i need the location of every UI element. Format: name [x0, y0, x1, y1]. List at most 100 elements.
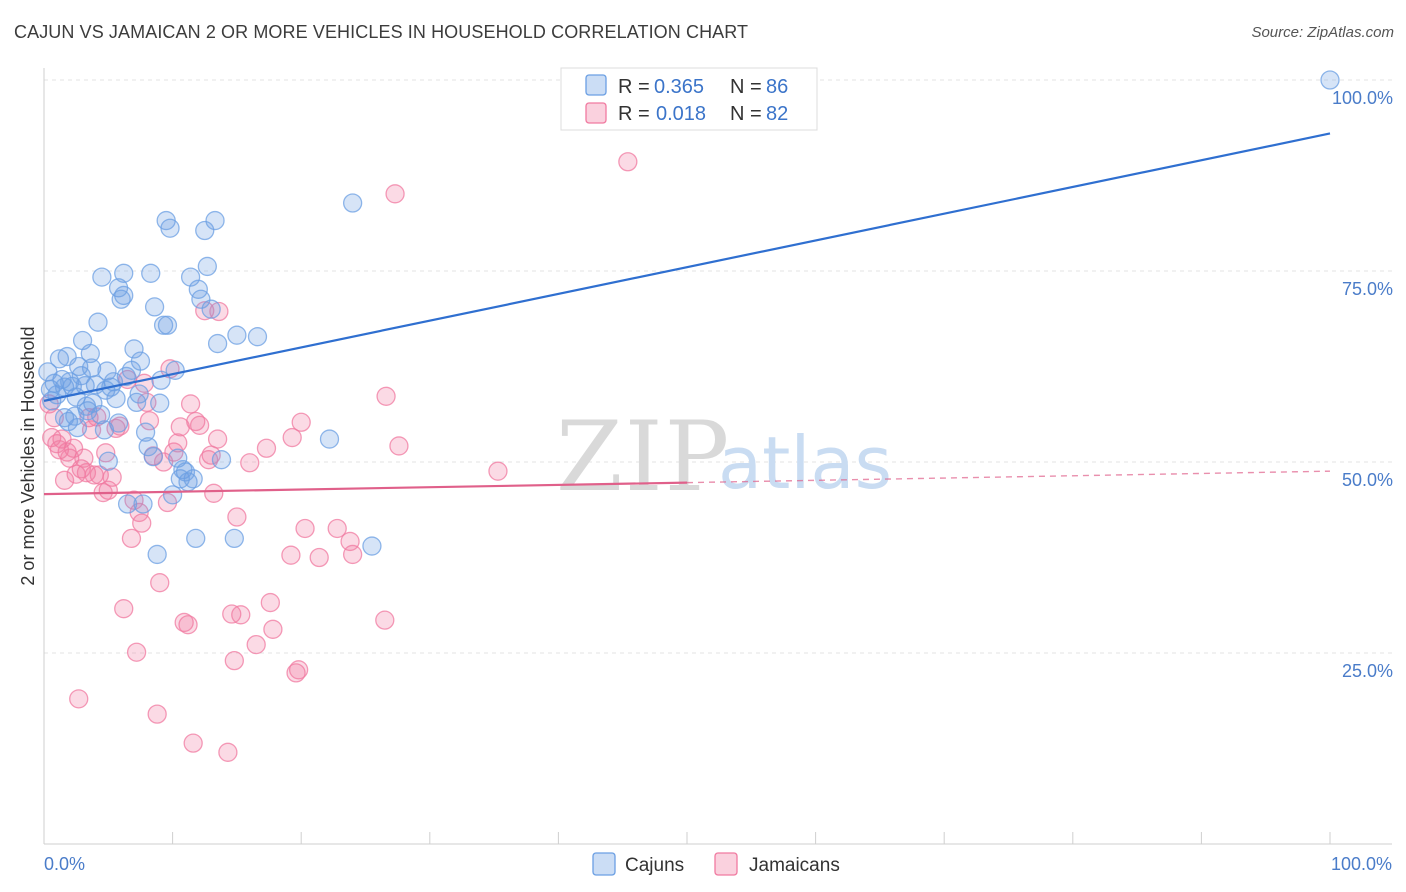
jamaican-trend-line: [43, 481, 688, 496]
cajun-point: [116, 366, 136, 387]
legend-swatch-cajuns: [585, 74, 607, 96]
jamaican-point: [132, 513, 152, 533]
jamaican-point: [295, 518, 315, 539]
cajun-point: [157, 315, 178, 335]
cajun-point: [133, 494, 153, 514]
cajun-point: [247, 327, 268, 347]
cajun-point: [90, 404, 111, 425]
jamaican-point: [342, 544, 363, 565]
watermark-atlas: atlas: [718, 421, 892, 505]
jamaican-point: [282, 427, 302, 448]
cajun-point: [224, 528, 244, 549]
jamaican-point: [231, 605, 251, 625]
jamaican-point: [376, 386, 396, 406]
jamaican-point: [256, 438, 277, 458]
cajun-point: [150, 393, 170, 413]
cajun-point: [205, 210, 225, 231]
y-axis-tick-labels: 100.0% 75.0% 50.0% 25.0%: [1332, 88, 1393, 681]
legend-n-label-jamaicans: N =: [730, 103, 762, 125]
jamaican-point: [218, 742, 238, 762]
jamaican-point: [139, 411, 160, 431]
cajun-point: [160, 218, 180, 238]
cajun-point: [186, 528, 206, 549]
legend-n-value-cajuns: 86: [766, 76, 788, 98]
jamaican-point: [150, 573, 170, 593]
cajun-point: [135, 422, 156, 442]
bottom-legend-label-cajuns: Cajuns: [625, 855, 684, 876]
cajun-point: [162, 485, 183, 505]
jamaican-point: [327, 518, 347, 539]
jamaican-trend-line-extension: [686, 470, 1331, 484]
cajun-point: [191, 289, 211, 309]
legend-r-value-cajuns: 0.365: [654, 76, 704, 98]
jamaican-point: [207, 429, 228, 449]
jamaican-point: [385, 184, 405, 204]
axes: [43, 68, 1392, 845]
cajun-point: [114, 263, 134, 283]
jamaican-point: [180, 394, 201, 414]
cajun-point: [71, 366, 91, 386]
jamaican-point: [288, 660, 309, 680]
cajun-point: [319, 429, 340, 449]
cajun-trend-line: [43, 132, 1331, 402]
legend-r-label-cajuns: R =: [618, 76, 650, 98]
cajun-point: [52, 369, 72, 390]
jamaican-point: [74, 448, 94, 468]
jamaican-point: [260, 592, 280, 613]
x-axis-ticks: [43, 832, 1331, 844]
legend-n-value-jamaicans: 82: [766, 103, 788, 125]
cajun-point: [49, 349, 70, 369]
legend-r-value-jamaicans: 0.018: [656, 103, 706, 125]
cajun-point: [183, 469, 203, 489]
jamaican-point: [114, 599, 134, 619]
y-tick-label-75: 75.0%: [1342, 279, 1393, 299]
cajun-point: [362, 536, 382, 556]
jamaican-point: [54, 470, 75, 490]
jamaican-point: [126, 642, 147, 662]
y-tick-label-100: 100.0%: [1332, 88, 1393, 108]
cajun-points: [38, 70, 1340, 565]
cajun-point: [207, 333, 228, 354]
jamaican-point: [224, 650, 244, 671]
source-label: Source: ZipAtlas.com: [1251, 24, 1394, 41]
cajun-point: [165, 360, 185, 380]
cajun-point: [108, 413, 129, 433]
cajun-point: [141, 263, 161, 283]
y-tick-label-50: 50.0%: [1342, 470, 1393, 490]
cajun-point: [143, 447, 163, 467]
grid-lines: [44, 79, 1392, 654]
bottom-legend-label-jamaicans: Jamaicans: [749, 855, 840, 876]
jamaican-point: [209, 301, 229, 322]
jamaican-point: [286, 663, 306, 683]
cajun-point: [147, 544, 167, 565]
jamaican-point: [309, 547, 329, 568]
jamaican-point: [281, 545, 301, 565]
cajun-point: [80, 343, 100, 364]
cajun-point: [227, 325, 247, 345]
cajun-point: [92, 267, 112, 287]
jamaican-point: [178, 615, 198, 635]
jamaican-point: [102, 467, 122, 487]
jamaican-point: [121, 528, 142, 549]
cajun-point: [180, 267, 201, 287]
watermark-zip: ZIP: [556, 401, 731, 513]
jamaican-point: [168, 433, 188, 453]
jamaican-point: [227, 507, 247, 527]
trend-lines: [43, 132, 1331, 496]
cajun-point: [88, 312, 108, 332]
legend-r-label-jamaicans: R =: [618, 103, 650, 125]
jamaican-point: [147, 704, 167, 724]
cajun-point: [144, 297, 165, 317]
cajun-point: [195, 220, 215, 241]
y-tick-label-25: 25.0%: [1342, 661, 1393, 681]
cajun-point: [114, 285, 134, 306]
cajun-point: [201, 299, 221, 319]
y-axis-label: 2 or more Vehicles in Household: [18, 326, 38, 585]
jamaican-point: [263, 619, 283, 639]
legend: R = 0.365 N = 86 R = 0.018 N = 82: [560, 67, 818, 131]
jamaican-point: [389, 436, 409, 456]
legend-box: [560, 67, 818, 131]
jamaican-point: [153, 452, 174, 472]
cajun-point: [97, 361, 117, 381]
